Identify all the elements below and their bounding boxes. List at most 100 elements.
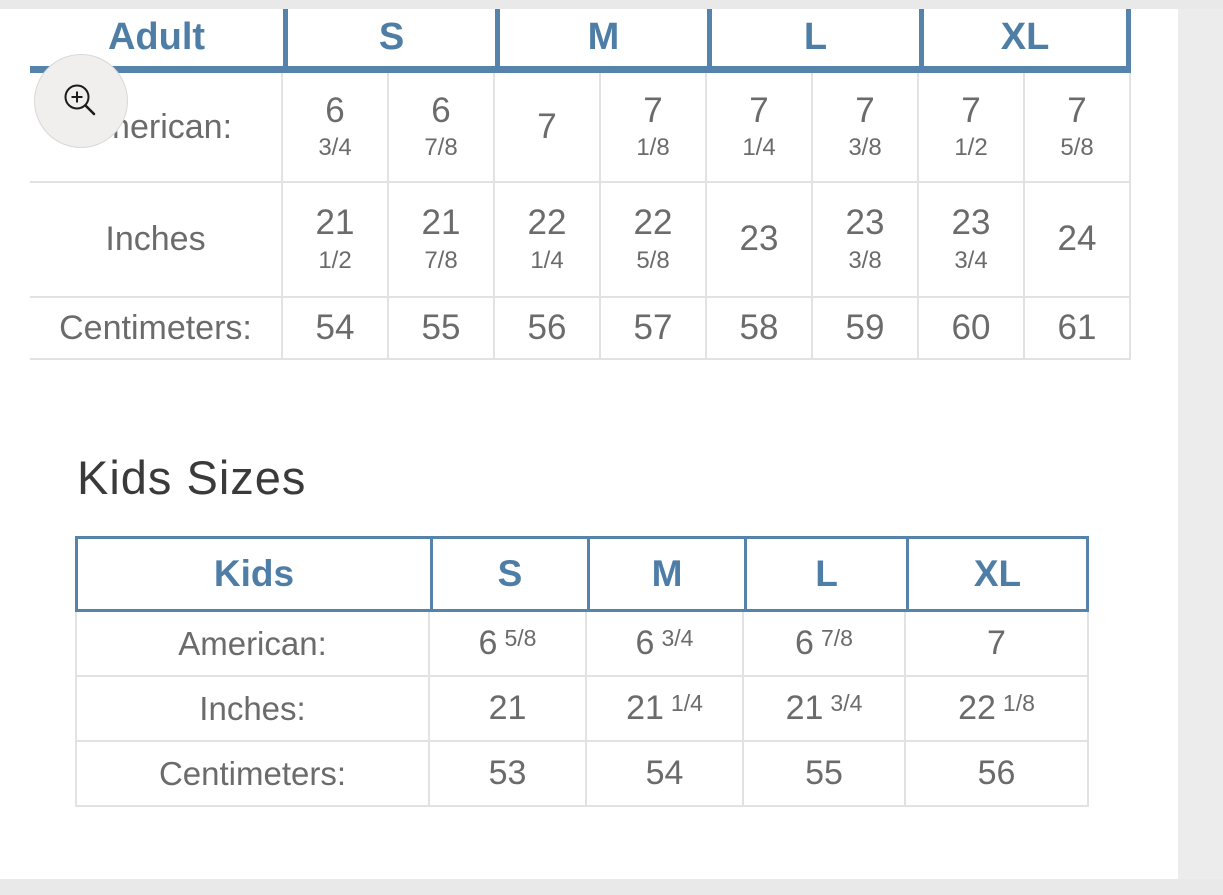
- value-fraction: 1/4: [670, 690, 703, 716]
- adult-table-body: American: 6 3/4 6 7/8 7 7 1/8 7 1/4 7 3/8 7 1/2 7 5/8 In…: [30, 73, 1131, 360]
- kids-sizes-heading: Kids Sizes: [77, 451, 307, 504]
- value-fraction: 3/4: [954, 246, 988, 274]
- adult-american-value-1: 6 7/8: [389, 73, 495, 181]
- adult-centimeters-value-7: 61: [1025, 298, 1131, 358]
- kids-table-row-centimeters: Centimeters: 53 54 55 56: [77, 742, 1087, 807]
- adult-centimeters-value-5: 59: [813, 298, 919, 358]
- value-whole: 56: [527, 307, 567, 347]
- value-fraction: 3/8: [848, 134, 882, 162]
- value-whole: 54: [315, 307, 355, 347]
- value-whole: 21: [421, 203, 461, 243]
- kids-inches-value-1: 21 1/4: [587, 677, 744, 740]
- value-whole: 59: [845, 307, 885, 347]
- adult-inches-value-7: 24: [1025, 183, 1131, 296]
- kids-centimeters-value-3: 56: [906, 742, 1087, 805]
- kids-table-corner-header: Kids: [213, 553, 295, 594]
- value-whole: 7: [961, 90, 981, 130]
- adult-table-size-header-m: M: [495, 9, 707, 66]
- kids-centimeters-value-0: 53: [430, 742, 587, 805]
- adult-centimeters-value-4: 58: [707, 298, 813, 358]
- kids-centimeters-value-2: 55: [744, 742, 906, 805]
- page-right-gutter: [1178, 0, 1223, 895]
- value-fraction: 3/4: [318, 134, 352, 162]
- kids-table-row-inches: Inches: 21 21 1/4 21 3/4 22 1/8: [77, 677, 1087, 742]
- value-whole: 6: [795, 624, 814, 662]
- adult-table-row-centimeters: Centimeters: 54 55 56 57 58 59 60 61: [30, 298, 1131, 360]
- value-whole: 54: [645, 754, 684, 792]
- kids-table-row-american: American: 6 5/8 6 3/4 6 7/8 7: [77, 612, 1087, 677]
- value-whole: 7: [1067, 90, 1087, 130]
- adult-inches-value-4: 23: [707, 183, 813, 296]
- value-whole: 24: [1057, 219, 1097, 259]
- kids-table-size-header-m: M: [587, 539, 744, 609]
- adult-inches-value-0: 21 1/2: [283, 183, 389, 296]
- adult-centimeters-value-2: 56: [495, 298, 601, 358]
- value-fraction: 5/8: [504, 625, 537, 651]
- kids-american-value-3: 7: [906, 612, 1087, 675]
- adult-american-value-2: 7: [495, 73, 601, 181]
- value-whole: 6: [478, 624, 498, 662]
- kids-american-value-0: 6 5/8: [430, 612, 587, 675]
- value-whole: 53: [488, 754, 527, 792]
- adult-table-size-header-xl: XL: [919, 9, 1131, 66]
- adult-centimeters-value-1: 55: [389, 298, 495, 358]
- kids-centimeters-value-1: 54: [587, 742, 744, 805]
- adult-american-value-3: 7 1/8: [601, 73, 707, 181]
- value-fraction: 5/8: [1060, 134, 1094, 162]
- value-whole: 55: [805, 754, 843, 792]
- adult-inches-value-3: 22 5/8: [601, 183, 707, 296]
- value-whole: 21: [488, 689, 527, 727]
- kids-table-size-header-xl: XL: [906, 539, 1086, 609]
- value-whole: 56: [977, 754, 1016, 792]
- adult-inches-value-5: 23 3/8: [813, 183, 919, 296]
- kids-american-value-2: 6 7/8: [744, 612, 906, 675]
- value-whole: 21: [626, 689, 664, 727]
- kids-inches-value-2: 21 3/4: [744, 677, 906, 740]
- adult-centimeters-value-0: 54: [283, 298, 389, 358]
- adult-row-label-centimeters: Centimeters:: [30, 298, 283, 358]
- value-fraction: 1/2: [318, 246, 352, 274]
- kids-size-chart-table: Kids S M L XL American: 6 5/8 6 3/4 6 7/8 7 Inches: 2…: [75, 536, 1089, 807]
- value-whole: 60: [951, 307, 991, 347]
- value-whole: 6: [325, 90, 345, 130]
- value-whole: 61: [1057, 307, 1097, 347]
- kids-inches-value-0: 21: [430, 677, 587, 740]
- kids-table-size-header-s: S: [430, 539, 587, 609]
- value-whole: 22: [958, 689, 996, 727]
- value-whole: 22: [633, 203, 673, 243]
- adult-inches-value-6: 23 3/4: [919, 183, 1025, 296]
- kids-american-value-1: 6 3/4: [587, 612, 744, 675]
- value-whole: 7: [643, 90, 663, 130]
- value-whole: 23: [951, 203, 991, 243]
- kids-row-label-centimeters: Centimeters:: [77, 742, 430, 805]
- adult-centimeters-value-6: 60: [919, 298, 1025, 358]
- value-fraction: 5/8: [636, 246, 670, 274]
- value-fraction: 1/4: [742, 134, 776, 162]
- value-whole: 58: [739, 307, 779, 347]
- kids-table-size-header-l: L: [744, 539, 906, 609]
- kids-row-label-american: American:: [77, 612, 430, 675]
- value-fraction: 1/8: [636, 134, 670, 162]
- adult-inches-value-1: 21 7/8: [389, 183, 495, 296]
- value-whole: 21: [785, 689, 824, 727]
- adult-american-value-7: 7 5/8: [1025, 73, 1131, 181]
- adult-table-row-american: American: 6 3/4 6 7/8 7 7 1/8 7 1/4 7 3/8 7 1/2 7 5/8: [30, 73, 1131, 183]
- kids-row-label-inches: Inches:: [77, 677, 430, 740]
- adult-table-size-header-s: S: [283, 9, 495, 66]
- value-whole: 7: [537, 106, 557, 146]
- adult-american-value-5: 7 3/8: [813, 73, 919, 181]
- magnifier-plus-icon: [58, 78, 104, 124]
- value-fraction: 1/8: [1002, 690, 1035, 716]
- value-whole: 23: [845, 203, 885, 243]
- adult-table-size-header-l: L: [707, 9, 919, 66]
- value-whole: 57: [633, 307, 673, 347]
- value-fraction: 7/8: [424, 134, 458, 162]
- value-fraction: 3/8: [848, 246, 882, 274]
- value-fraction: 3/4: [661, 625, 694, 651]
- value-whole: 7: [987, 624, 1006, 662]
- value-whole: 7: [855, 90, 875, 130]
- value-whole: 21: [315, 203, 355, 243]
- kids-inches-value-3: 22 1/8: [906, 677, 1087, 740]
- adult-american-value-0: 6 3/4: [283, 73, 389, 181]
- image-zoom-button[interactable]: [34, 54, 128, 148]
